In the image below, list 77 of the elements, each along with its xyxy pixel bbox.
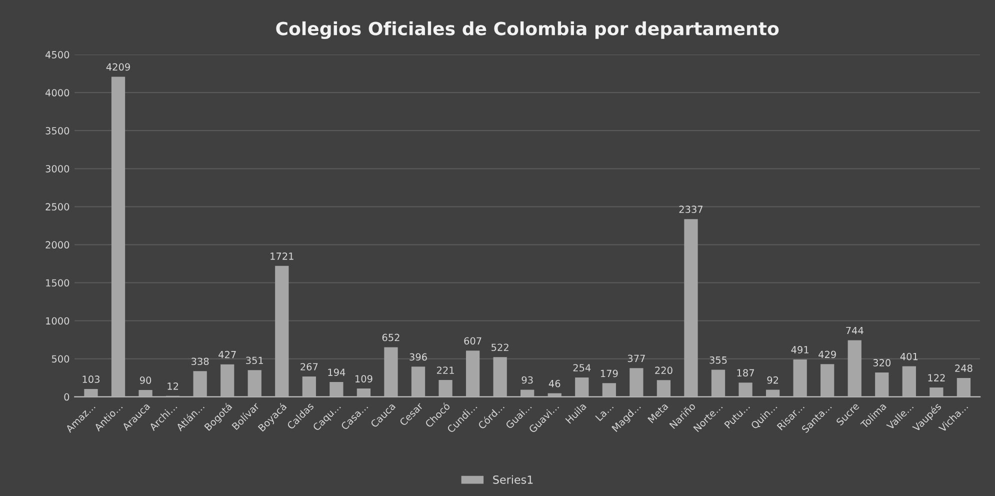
bar bbox=[902, 366, 916, 397]
x-tick-label: La… bbox=[595, 402, 614, 422]
data-label: 351 bbox=[246, 356, 264, 364]
data-label: 187 bbox=[737, 369, 754, 377]
bar bbox=[930, 388, 944, 397]
bar bbox=[684, 219, 698, 397]
bar bbox=[493, 357, 507, 397]
data-label: 109 bbox=[356, 375, 372, 382]
data-label: 2337 bbox=[679, 206, 703, 214]
data-label: 491 bbox=[791, 346, 808, 354]
bar bbox=[220, 364, 234, 397]
data-label: 427 bbox=[218, 350, 236, 358]
bar bbox=[138, 390, 152, 397]
data-label: 194 bbox=[328, 368, 346, 376]
bar bbox=[302, 376, 316, 397]
data-label: 652 bbox=[382, 334, 400, 342]
bar bbox=[384, 347, 398, 397]
data-label: 179 bbox=[600, 370, 618, 378]
bar bbox=[84, 388, 98, 397]
y-tick-label: 4000 bbox=[45, 89, 70, 96]
y-tick-label: 0 bbox=[64, 393, 70, 401]
data-label: 607 bbox=[464, 337, 482, 345]
y-tick-label: 4500 bbox=[45, 51, 70, 58]
bar bbox=[520, 390, 534, 397]
data-label: 377 bbox=[628, 354, 645, 362]
data-label: 267 bbox=[300, 363, 318, 370]
bar bbox=[602, 383, 616, 397]
data-label: 46 bbox=[548, 380, 560, 388]
bar bbox=[656, 380, 671, 397]
bar bbox=[111, 76, 126, 397]
y-tick-label: 2500 bbox=[46, 203, 70, 210]
bar bbox=[275, 266, 289, 397]
data-label: 221 bbox=[436, 366, 454, 374]
y-tick-label: 500 bbox=[52, 355, 70, 363]
data-label: 522 bbox=[492, 344, 508, 352]
y-tick-label: 2000 bbox=[46, 241, 70, 249]
bar bbox=[820, 364, 834, 397]
data-label: 4209 bbox=[106, 63, 130, 71]
bar bbox=[356, 388, 371, 397]
bar bbox=[466, 350, 480, 397]
bar bbox=[875, 372, 889, 397]
y-tick-label: 3500 bbox=[46, 127, 70, 134]
data-label: 338 bbox=[192, 358, 209, 366]
data-label: 1721 bbox=[270, 252, 294, 260]
data-label: 401 bbox=[900, 352, 918, 360]
data-label: 744 bbox=[846, 326, 864, 334]
y-tick-label: 1500 bbox=[46, 279, 70, 287]
bar bbox=[711, 370, 726, 397]
bar bbox=[848, 340, 862, 397]
chart-title: Colegios Oficiales de Colombia por departamento bbox=[276, 21, 779, 40]
bar bbox=[956, 378, 971, 397]
bar bbox=[630, 368, 644, 397]
bar bbox=[438, 380, 452, 397]
data-label: 92 bbox=[767, 376, 778, 384]
data-label: 320 bbox=[873, 359, 891, 366]
data-label: 429 bbox=[818, 350, 836, 358]
data-label: 254 bbox=[573, 364, 591, 372]
bar bbox=[411, 366, 426, 397]
bar bbox=[575, 377, 589, 397]
bar bbox=[193, 371, 207, 397]
data-label: 90 bbox=[140, 376, 152, 384]
y-tick-label: 1000 bbox=[46, 317, 70, 325]
data-label: 396 bbox=[410, 353, 427, 361]
legend-label: Series1 bbox=[493, 475, 533, 484]
data-label: 122 bbox=[928, 374, 945, 382]
bar bbox=[766, 390, 780, 397]
bar bbox=[330, 382, 344, 397]
bar bbox=[793, 359, 807, 397]
data-label: 248 bbox=[955, 364, 972, 372]
data-label: 103 bbox=[82, 376, 100, 383]
data-label: 93 bbox=[522, 376, 533, 384]
data-label: 220 bbox=[655, 366, 672, 374]
y-tick-label: 3000 bbox=[46, 165, 70, 172]
data-label: 355 bbox=[710, 356, 727, 364]
data-label: 12 bbox=[168, 382, 178, 390]
bar bbox=[738, 382, 752, 397]
bar bbox=[248, 370, 262, 397]
